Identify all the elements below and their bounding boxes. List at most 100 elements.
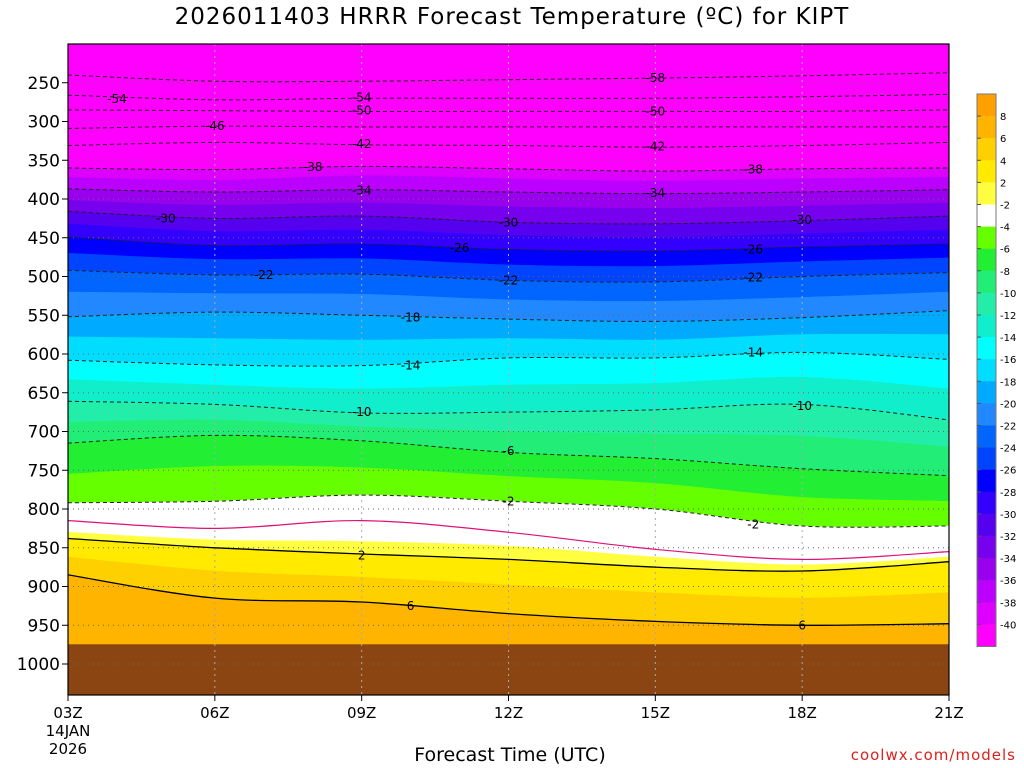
- colorbar-label: -38: [1000, 598, 1016, 609]
- colorbar-label: 6: [1000, 134, 1006, 145]
- colorbar: 8 6 4 2 -2 -4 -6 -8 -10 -12 -14 -16 -18 -20 -22 -24 -26 -…: [976, 93, 1016, 647]
- y-tick-label: 750: [28, 461, 60, 481]
- y-tick-label: 700: [28, 423, 60, 443]
- colorbar-label: 8: [1000, 112, 1006, 123]
- start-date-label: 14JAN: [46, 722, 91, 740]
- colorbar-swatch: [977, 270, 996, 294]
- colorbar-label: -26: [1000, 466, 1016, 477]
- x-tick-label: 18Z: [787, 704, 816, 722]
- contour-label: -14: [401, 359, 421, 373]
- y-tick-label: 650: [28, 384, 60, 404]
- colorbar-swatch: [977, 425, 996, 449]
- contour-label: -42: [646, 139, 666, 153]
- x-tick-label: 21Z: [934, 704, 963, 722]
- colorbar-swatch: [977, 491, 996, 515]
- colorbar-label: 4: [1000, 156, 1006, 167]
- colorbar-swatch: [977, 226, 996, 250]
- y-tick-label: 950: [28, 616, 60, 636]
- colorbar-frame: [976, 93, 997, 647]
- contour-label: 6: [798, 618, 806, 632]
- colorbar-swatch: [977, 536, 996, 559]
- colorbar-swatch: [977, 602, 996, 625]
- colorbar-swatch: [977, 558, 996, 581]
- contour-label: -22: [743, 270, 763, 284]
- colorbar-swatch: [977, 469, 996, 493]
- colorbar-swatch: [977, 94, 996, 117]
- x-tick-label: 03Z: [53, 704, 82, 722]
- credit-link[interactable]: coolwx.com/models: [850, 746, 1016, 764]
- y-tick-label: 350: [28, 151, 60, 171]
- grid-lines: [68, 44, 949, 695]
- colorbar-swatch: [977, 138, 996, 161]
- contour-label: -38: [303, 160, 323, 174]
- contour-2: [68, 537, 949, 572]
- colorbar-label: -28: [1000, 488, 1016, 499]
- contour-label: -50: [646, 104, 666, 118]
- contour-label: -14: [743, 345, 763, 359]
- colorbar-label: -8: [1000, 267, 1010, 278]
- colorbar-swatch: [977, 160, 996, 183]
- contour-label: -58: [646, 71, 666, 85]
- contour-label: -38: [743, 163, 763, 177]
- colorbar-swatch: [977, 381, 996, 404]
- x-tick-label: 06Z: [200, 704, 229, 722]
- contour--6: [68, 434, 949, 477]
- contour-label: -30: [792, 213, 812, 227]
- start-date-label: 2026: [49, 740, 87, 758]
- contour--26: [68, 236, 949, 252]
- colorbar-label: -34: [1000, 554, 1016, 565]
- pressure-axis: 250 300 350 400 450 500 550 600 650 700 750 800 850 9…: [17, 74, 68, 675]
- contour-label: -34: [352, 183, 372, 197]
- contour-label: -54: [352, 90, 372, 104]
- colorbar-label: -4: [1000, 223, 1010, 234]
- colorbar-label: -18: [1000, 377, 1016, 388]
- contour-label: -46: [205, 119, 225, 133]
- x-tick-label: 09Z: [347, 704, 376, 722]
- colorbar-label: -40: [1000, 620, 1016, 631]
- colorbar-label: -2: [1000, 201, 1010, 212]
- contour-label: -18: [401, 311, 421, 325]
- colorbar-swatch: [977, 182, 996, 205]
- colorbar-label: -36: [1000, 576, 1016, 587]
- contour-label: -30: [499, 215, 519, 229]
- colorbar-swatch: [977, 359, 996, 382]
- isotherm-contours: [68, 72, 949, 626]
- y-tick-label: 500: [28, 268, 60, 288]
- colorbar-swatch: [977, 248, 996, 272]
- contour-label: 6: [407, 599, 415, 613]
- contour-label: -50: [352, 104, 372, 118]
- contour-label: -2: [503, 494, 515, 508]
- colorbar-swatch: [977, 403, 996, 426]
- contour-label: -26: [450, 241, 470, 255]
- colorbar-label: 2: [1000, 178, 1006, 189]
- contour-label: 2: [358, 549, 366, 563]
- colorbar-label: -10: [1000, 289, 1016, 300]
- chart-title: 2026011403 HRRR Forecast Temperature (ºC…: [174, 4, 850, 30]
- x-axis-title: Forecast Time (UTC): [414, 744, 606, 766]
- colorbar-label: -16: [1000, 355, 1016, 366]
- colorbar-swatch: [977, 447, 996, 471]
- contour-label: -22: [254, 268, 274, 282]
- contour-6: [68, 574, 949, 626]
- colorbar-label: -30: [1000, 510, 1016, 521]
- contour-label: -54: [107, 92, 127, 106]
- y-tick-label: 250: [28, 74, 60, 94]
- y-tick-label: 300: [28, 113, 60, 133]
- y-tick-label: 850: [28, 539, 60, 559]
- y-tick-label: 900: [28, 578, 60, 598]
- contour-label: -10: [792, 399, 812, 413]
- contour-label: -26: [743, 242, 763, 256]
- y-tick-label: 1000: [17, 655, 60, 675]
- colorbar-label: -20: [1000, 399, 1016, 410]
- colorbar-swatch: [977, 204, 996, 228]
- contour-label: -2: [747, 518, 759, 532]
- y-tick-label: 800: [28, 500, 60, 520]
- contour-0: [68, 519, 949, 561]
- colorbar-swatch: [977, 580, 996, 603]
- colorbar-label: -6: [1000, 245, 1010, 256]
- colorbar-swatch: [977, 624, 996, 647]
- colorbar-swatch: [977, 116, 996, 139]
- colorbar-swatch: [977, 292, 996, 316]
- y-tick-label: 600: [28, 345, 60, 365]
